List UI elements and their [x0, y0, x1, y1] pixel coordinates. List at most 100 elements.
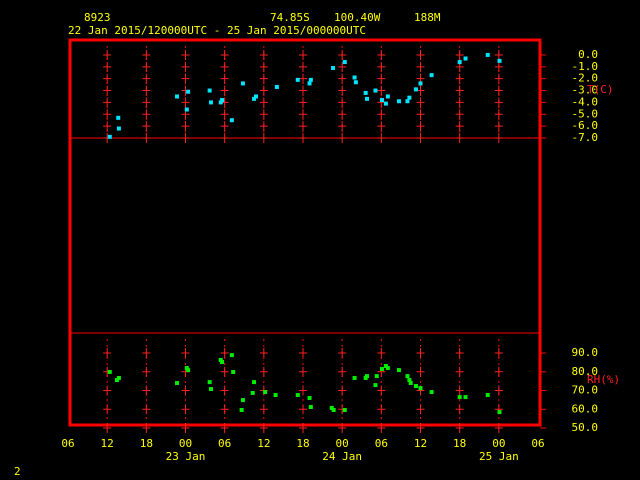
x-tick-label: 06 [218, 437, 231, 450]
grid-cross [299, 423, 307, 433]
grid-cross [299, 121, 307, 132]
data-point [295, 393, 300, 398]
frame [68, 38, 542, 427]
grid-cross [259, 97, 268, 108]
grid-cross [494, 133, 503, 143]
grid-cross [299, 366, 307, 377]
grid-cross [181, 73, 190, 84]
data-point [263, 390, 268, 395]
data-point [485, 393, 490, 398]
grid-cross [416, 366, 425, 377]
data-point [240, 81, 245, 86]
grid-cross [494, 109, 503, 120]
data-point [175, 94, 180, 99]
grid-cross [455, 121, 464, 132]
grid-cross [220, 366, 229, 377]
data-point [407, 95, 412, 100]
y-tick-label: 70.0 [572, 384, 599, 397]
grid-cross [338, 109, 347, 120]
elevation: 188M [414, 11, 441, 24]
grid-cross [299, 109, 307, 120]
grid-cross [455, 133, 464, 143]
data-point [295, 77, 300, 82]
x-tick-label: 06 [375, 437, 388, 450]
data-point [252, 96, 257, 101]
grid-cross [103, 97, 112, 108]
grid-cross [455, 97, 464, 108]
data-point [373, 88, 378, 93]
data-point [385, 94, 390, 99]
data-point [208, 387, 213, 392]
grid-cross [142, 49, 151, 60]
grid-cross [377, 121, 386, 132]
grid-cross [338, 73, 347, 84]
y-tick-label: -3.0 [572, 84, 599, 97]
grid-cross [494, 49, 503, 60]
grid-cross [142, 109, 151, 120]
grid-cross [181, 61, 190, 72]
grid-cross [142, 133, 151, 143]
grid-cross [416, 423, 425, 433]
x-tick-label: 12 [257, 437, 270, 450]
data-point [373, 383, 378, 388]
grid-cross [377, 49, 386, 60]
data-point [413, 87, 418, 92]
grid-cross [220, 348, 229, 359]
grid-cross [338, 423, 347, 433]
grid-cross [220, 61, 229, 72]
grid-cross [377, 348, 386, 359]
data-point [408, 381, 413, 386]
data-point [250, 390, 255, 395]
grid-cross [494, 97, 503, 108]
data-point [413, 384, 418, 389]
data-point [342, 60, 347, 65]
data-point [329, 405, 334, 410]
grid-cross [455, 348, 464, 359]
data-point [229, 353, 234, 358]
grid-cross [103, 404, 112, 415]
grid-cross [338, 49, 347, 60]
grid-cross [494, 348, 503, 359]
grid-cross [103, 49, 112, 60]
data-point [184, 107, 189, 112]
grid-cross [259, 133, 268, 143]
grid-cross [259, 423, 268, 433]
data-point [405, 99, 410, 104]
x-tick-label: 00 [179, 437, 192, 450]
grid-cross [494, 121, 503, 132]
grid-cross [455, 366, 464, 377]
grid-cross [416, 133, 425, 143]
grid-cross [181, 385, 190, 396]
data-point [497, 410, 502, 415]
data-point [429, 390, 434, 395]
grid-cross [416, 49, 425, 60]
data-point [218, 100, 223, 105]
grid-cross [220, 385, 229, 396]
y-axis-label: RH(%) [587, 373, 620, 386]
data-point [463, 56, 468, 61]
data-point [308, 405, 313, 410]
grid-cross [494, 85, 503, 96]
y-tick-label: 0.0 [578, 48, 598, 61]
data-point [107, 369, 112, 374]
grid-cross [142, 85, 151, 96]
grid-cross [259, 109, 268, 120]
grid-cross [181, 404, 190, 415]
grid-cross [338, 85, 347, 96]
latitude: 74.85S [270, 11, 310, 24]
grid-cross [220, 404, 229, 415]
grid-cross [338, 385, 347, 396]
footer: 2 [14, 465, 21, 478]
grid-cross [377, 404, 386, 415]
grid-cross [142, 385, 151, 396]
data-point [364, 374, 369, 379]
grid-cross [494, 73, 503, 84]
y-tick-label: -1.0 [572, 60, 599, 73]
grid-cross [103, 73, 112, 84]
day-label: 24 Jan [322, 450, 362, 463]
y-tick-label: 80.0 [572, 365, 599, 378]
grid-cross [338, 348, 347, 359]
data-point [114, 378, 119, 383]
grid-cross [103, 61, 112, 72]
